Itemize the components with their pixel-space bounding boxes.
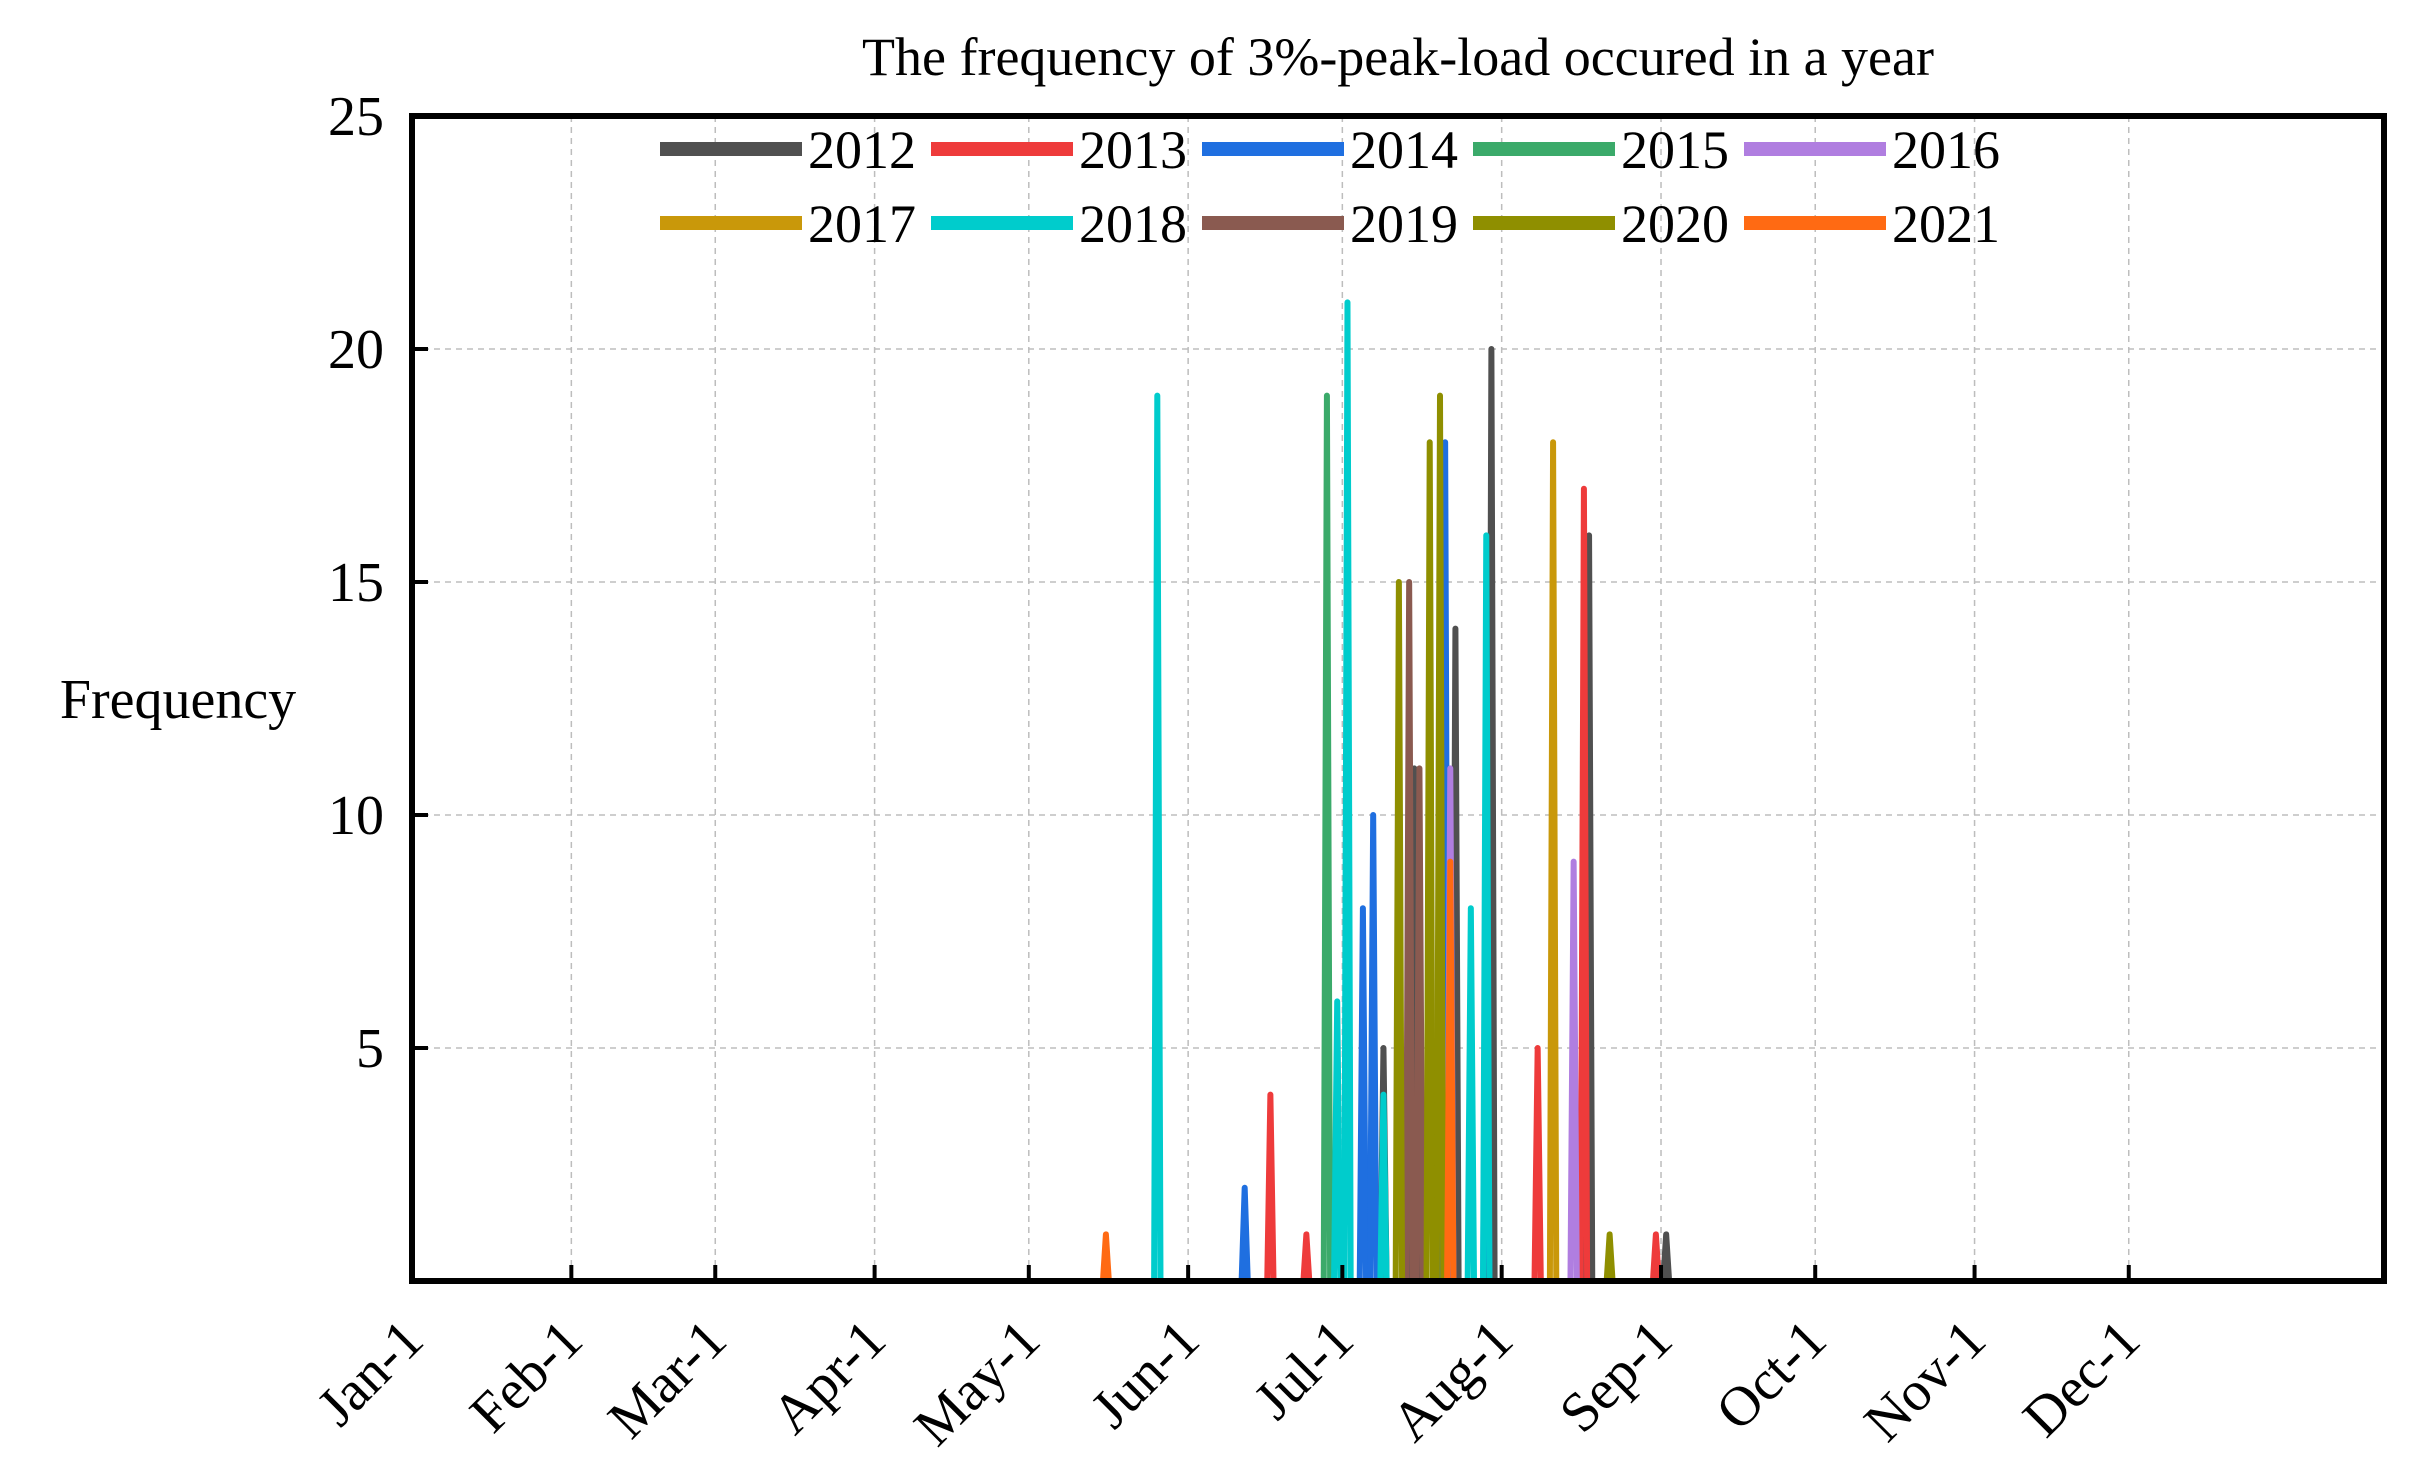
y-axis-label: Frequency <box>60 669 296 731</box>
data-spike <box>1238 1184 1251 1281</box>
legend-label: 2016 <box>1892 120 2000 180</box>
data-spike <box>1577 485 1591 1281</box>
legend-item: 2012 <box>660 120 916 180</box>
data-spike <box>1464 905 1478 1281</box>
legend-item: 2014 <box>1202 120 1458 180</box>
legend-label: 2018 <box>1079 194 1187 254</box>
x-tick-label: Jul-1 <box>1242 1308 1365 1431</box>
legend-item: 2017 <box>660 194 916 254</box>
x-tick-label: Nov-1 <box>1853 1308 1998 1453</box>
legend-item: 2020 <box>1473 194 1729 254</box>
legend: 2012 2013 2014 2015 2016 2017 2018 2019 2020 2021 <box>660 120 2000 254</box>
data-spike <box>1649 1231 1662 1281</box>
y-tick-label: 15 <box>328 552 384 614</box>
axis-ticks: 5 10 15 20 25 Jan-1 Feb-1 Mar-1 Apr-1 May-1 Jun-1 J… <box>306 86 2152 1458</box>
legend-label: 2013 <box>1079 120 1187 180</box>
data-spike <box>1341 299 1354 1281</box>
data-spike <box>1660 1231 1673 1281</box>
x-tick-label: Mar-1 <box>596 1308 738 1450</box>
legend-label: 2015 <box>1621 120 1729 180</box>
legend-label: 2019 <box>1350 194 1458 254</box>
x-tick-label: Dec-1 <box>2011 1308 2152 1449</box>
x-tick-label: Aug-1 <box>1380 1308 1525 1453</box>
data-spike <box>1392 579 1406 1281</box>
data-spike <box>1099 1231 1112 1281</box>
data-spike <box>1546 439 1560 1281</box>
legend-item: 2016 <box>1744 120 2000 180</box>
data-spike <box>1367 812 1380 1281</box>
data-spike <box>1356 905 1370 1281</box>
data-spike <box>1480 532 1493 1281</box>
legend-label: 2020 <box>1621 194 1729 254</box>
x-tick-label: May-1 <box>903 1308 1052 1457</box>
data-spike <box>1444 858 1457 1281</box>
data-spike <box>1331 998 1344 1281</box>
legend-item: 2019 <box>1202 194 1458 254</box>
plot-frame <box>409 113 2387 1284</box>
data-spike <box>1300 1231 1313 1281</box>
series-2021 <box>1099 858 1457 1281</box>
data-spike <box>1402 579 1416 1281</box>
data-spike <box>1151 392 1164 1281</box>
series-2020 <box>1392 392 1616 1281</box>
legend-item: 2013 <box>931 120 1187 180</box>
x-tick-label: Jun-1 <box>1079 1308 1211 1440</box>
x-tick-label: Apr-1 <box>760 1308 898 1446</box>
x-tick-label: Jan-1 <box>306 1308 436 1438</box>
series-2017 <box>1546 439 1560 1281</box>
y-tick-label: 25 <box>328 86 384 148</box>
legend-item: 2021 <box>1744 194 2000 254</box>
data-spike <box>1320 392 1334 1281</box>
y-tick-label: 20 <box>328 319 384 381</box>
series-2019 <box>1402 579 1426 1281</box>
series-layer <box>1099 299 1673 1281</box>
legend-item: 2018 <box>931 194 1187 254</box>
legend-label: 2017 <box>808 194 916 254</box>
data-spike <box>1567 858 1580 1281</box>
legend-label: 2021 <box>1892 194 2000 254</box>
x-tick-label: Oct-1 <box>1704 1308 1838 1442</box>
data-spike <box>1603 1231 1616 1281</box>
series-2015 <box>1320 392 1334 1281</box>
legend-label: 2014 <box>1350 120 1458 180</box>
y-tick-label: 10 <box>328 785 384 847</box>
chart-title: The frequency of 3%-peak-load occured in… <box>862 27 1934 87</box>
data-spike <box>1423 439 1436 1281</box>
x-tick-label: Sep-1 <box>1548 1308 1684 1444</box>
data-spike <box>1531 1045 1544 1281</box>
data-spike <box>1413 765 1426 1281</box>
x-tick-label: Feb-1 <box>458 1308 594 1444</box>
legend-label: 2012 <box>808 120 916 180</box>
grid-lines <box>412 115 2384 1281</box>
legend-item: 2015 <box>1473 120 1729 180</box>
series-2013 <box>1264 485 1662 1281</box>
y-tick-label: 5 <box>356 1018 384 1080</box>
data-spike <box>1377 1091 1390 1281</box>
data-spike <box>1264 1091 1277 1281</box>
series-2018 <box>1151 299 1493 1281</box>
data-spike <box>1433 392 1447 1281</box>
